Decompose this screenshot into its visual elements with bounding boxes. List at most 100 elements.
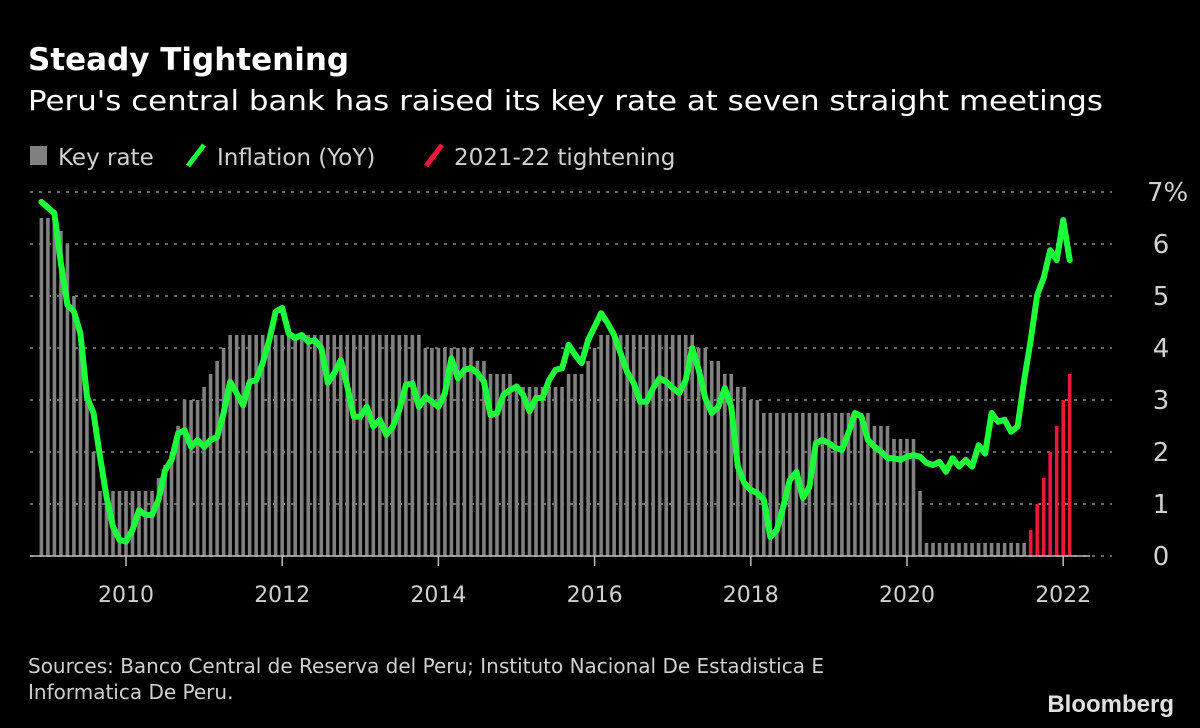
key-rate-bar — [312, 335, 317, 556]
key-rate-bar — [169, 452, 174, 556]
x-tick-label: 2016 — [567, 583, 623, 608]
key-rate-bar — [234, 335, 239, 556]
y-tick-label: 0 — [1153, 542, 1170, 572]
key-rate-bar — [124, 491, 128, 556]
key-rate-bar — [599, 335, 603, 556]
key-rate-bar — [371, 335, 376, 556]
key-rate-bar — [325, 335, 330, 556]
key-rate-bar — [989, 543, 994, 556]
legend-tightening-label: 2021-22 tightening — [454, 145, 675, 171]
key-rate-bar — [104, 491, 109, 556]
y-tick-label: 4 — [1153, 334, 1170, 364]
key-rate-bar — [215, 361, 219, 556]
key-rate-bar — [540, 387, 545, 556]
key-rate-bar — [827, 413, 831, 556]
bloomberg-logo: Bloomberg — [1047, 691, 1174, 718]
key-rate-bar — [52, 218, 57, 556]
key-rate-bar — [553, 387, 558, 556]
key-rate-bar — [534, 387, 538, 556]
tightening-bar — [1067, 374, 1072, 556]
key-rate-bar — [495, 374, 499, 556]
key-rate-bar — [163, 465, 167, 556]
tightening-bar — [1035, 504, 1039, 556]
key-rate-bar — [911, 439, 916, 556]
y-tick-label: 3 — [1153, 386, 1170, 416]
chart-title: Steady Tightening — [28, 42, 349, 78]
legend-key-rate-label: Key rate — [58, 145, 154, 171]
key-rate-bar — [1009, 543, 1013, 556]
key-rate-bar — [384, 335, 389, 556]
key-rate-bar — [670, 335, 675, 556]
key-rate-bar — [59, 231, 63, 556]
key-rate-bar — [820, 413, 825, 556]
key-rate-bar — [768, 413, 773, 556]
key-rate-bar — [625, 335, 629, 556]
key-rate-bar — [501, 374, 506, 556]
tightening-bar — [1054, 426, 1059, 556]
key-rate-bar — [957, 543, 961, 556]
key-rate-bar — [879, 426, 883, 556]
key-rate-bar — [755, 400, 760, 556]
key-rate-bar — [189, 400, 193, 556]
x-tick-label: 2018 — [723, 583, 779, 608]
x-tick-label: 2020 — [879, 583, 935, 608]
tightening-bar — [1041, 478, 1046, 556]
chart-subtitle: Peru's central bank has raised its key r… — [28, 84, 1103, 117]
key-rate-bar — [260, 335, 265, 556]
key-rate-bar — [521, 387, 525, 556]
key-rate-bar — [78, 348, 83, 556]
legend-key-rate-swatch — [30, 146, 47, 165]
y-tick-label: 5 — [1153, 282, 1170, 312]
key-rate-bar — [677, 335, 682, 556]
key-rate-bar — [1015, 543, 1020, 556]
key-rate-bar — [950, 543, 955, 556]
key-rate-bar — [338, 335, 343, 556]
key-rate-bar — [781, 413, 786, 556]
tightening-bar — [1028, 530, 1033, 556]
x-tick-label: 2010 — [98, 583, 154, 608]
key-rate-bar — [85, 400, 89, 556]
key-rate-bar — [814, 413, 818, 556]
key-rate-bar — [651, 335, 655, 556]
key-rate-bar — [605, 335, 610, 556]
key-rate-bar — [592, 348, 597, 556]
key-rate-bar — [573, 374, 577, 556]
key-rate-bar — [286, 335, 291, 556]
key-rate-bar — [742, 387, 747, 556]
key-rate-bar — [39, 218, 44, 556]
key-rate-bar — [527, 387, 532, 556]
key-rate-bar — [709, 361, 714, 556]
key-rate-bar — [716, 361, 721, 556]
key-rate-bar — [397, 335, 402, 556]
key-rate-bar — [885, 426, 890, 556]
key-rate-bar — [853, 413, 857, 556]
key-rate-bar — [866, 413, 870, 556]
key-rate-bar — [404, 335, 408, 556]
key-rate-bar — [351, 335, 356, 556]
key-rate-bar — [905, 439, 909, 556]
key-rate-bar — [365, 335, 369, 556]
key-rate-bar — [872, 426, 877, 556]
key-rate-bar — [72, 296, 76, 556]
key-rate-bar — [801, 413, 805, 556]
legend-tightening-swatch — [424, 143, 444, 168]
key-rate-bar — [937, 543, 942, 556]
y-axis: 0 1 2 3 4 5 6 7% — [1147, 178, 1188, 572]
key-rate-bar — [462, 348, 467, 556]
legend: Key rate Inflation (YoY) 2021-22 tighten… — [30, 143, 675, 171]
legend-inflation-swatch — [186, 143, 206, 168]
key-rate-bar — [156, 478, 161, 556]
key-rate-bar — [983, 543, 987, 556]
bars — [39, 218, 1072, 556]
key-rate-bar — [98, 491, 102, 556]
key-rate-bar — [618, 335, 623, 556]
key-rate-bar — [918, 491, 922, 556]
key-rate-bar — [280, 335, 284, 556]
key-rate-bar — [762, 413, 766, 556]
key-rate-bar — [488, 374, 493, 556]
key-rate-bar — [143, 491, 148, 556]
key-rate-bar — [358, 335, 363, 556]
source-line-2: Informatica De Peru. — [28, 680, 233, 704]
key-rate-bar — [631, 335, 636, 556]
key-rate-bar — [892, 439, 896, 556]
